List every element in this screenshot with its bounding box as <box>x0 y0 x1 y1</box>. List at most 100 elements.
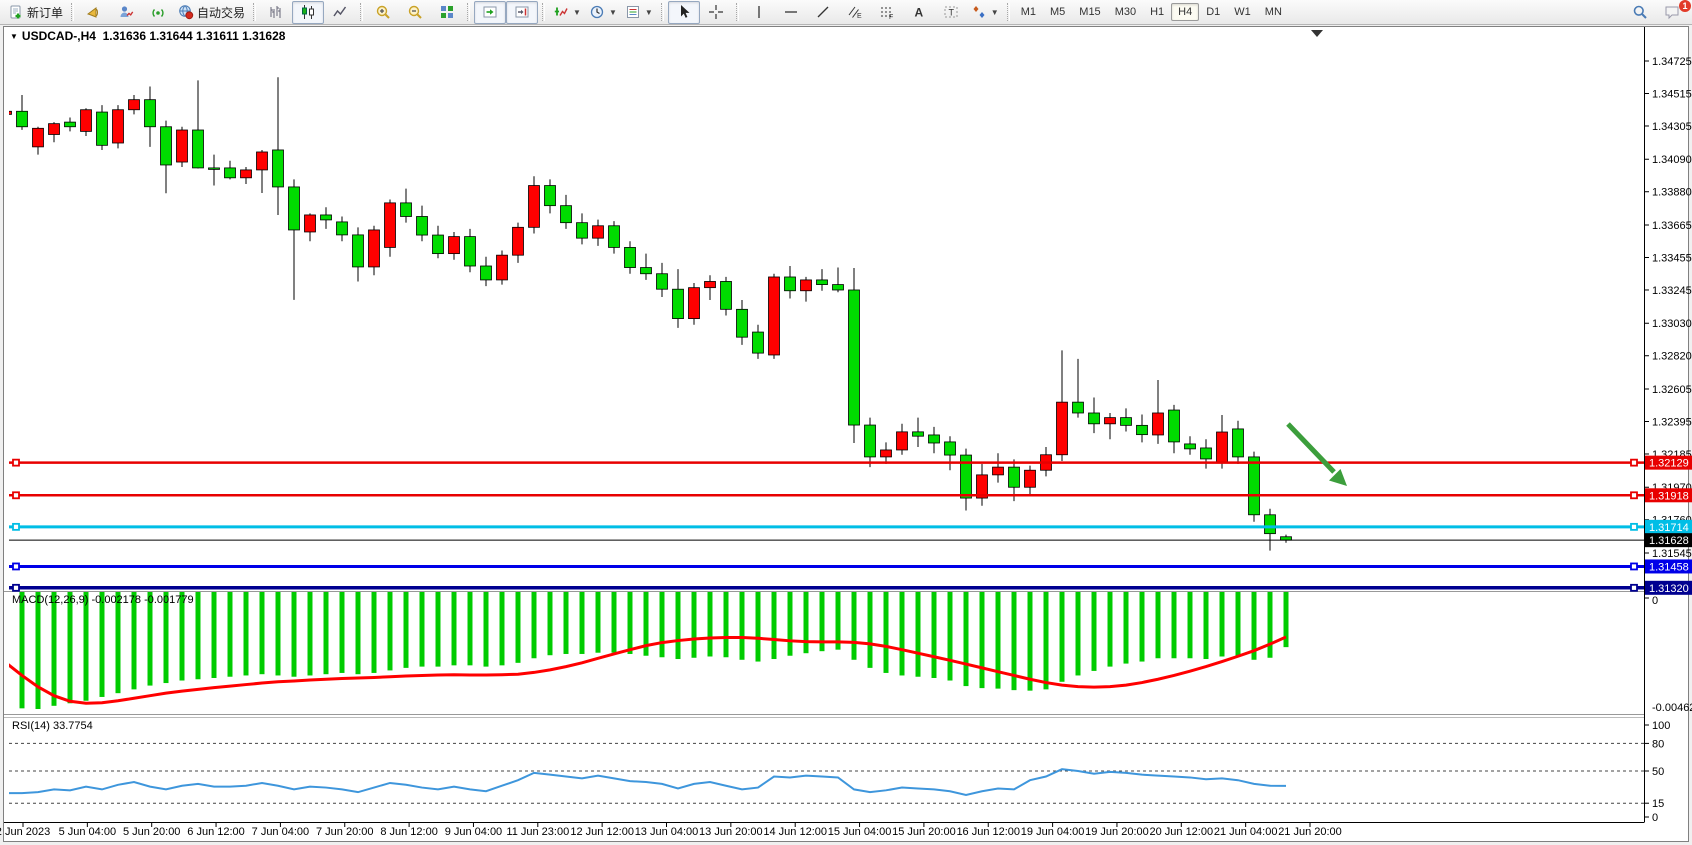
auto-trading-icon <box>179 5 194 20</box>
signals-button[interactable] <box>142 1 174 24</box>
profile-button[interactable] <box>110 1 142 24</box>
text-label-button[interactable]: T <box>935 1 967 24</box>
timeframe-m1-button[interactable]: M1 <box>1020 6 1036 18</box>
fibonacci-icon: F <box>880 7 893 20</box>
timeframe-mn-button[interactable]: MN <box>1264 6 1282 18</box>
search-button[interactable] <box>1624 1 1656 24</box>
chevron-down-icon[interactable]: ▼ <box>573 7 581 17</box>
toolbar-separator <box>71 3 75 21</box>
rsi-line <box>9 768 1287 796</box>
arrows-button[interactable]: ▼ <box>967 1 1003 24</box>
hline-handle[interactable] <box>12 583 20 592</box>
auto-trading-button[interactable]: 自动交易 <box>174 1 249 24</box>
zoom-out-icon <box>408 5 422 19</box>
auto-trading-button-label: 自动交易 <box>197 5 246 20</box>
equidistant-channel-icon: E <box>848 6 862 20</box>
svg-text:1.34305: 1.34305 <box>1652 121 1692 133</box>
time-label: 20 Jun 12:00 <box>1149 826 1213 838</box>
price-tag-1.31320: 1.31320 <box>1649 583 1689 595</box>
chevron-down-icon[interactable]: ▼ <box>990 7 999 17</box>
fibonacci-button[interactable]: F <box>871 1 903 24</box>
chevron-down-icon[interactable]: ▼ <box>608 7 617 17</box>
zoom-out-button[interactable] <box>399 1 431 24</box>
candlestick-chart-button[interactable] <box>292 0 325 24</box>
candlestick-series <box>9 77 1292 551</box>
time-axis[interactable]: 2 Jun 2023 5 Jun 04:00 5 Jun 20:00 6 Jun 12… <box>0 822 1342 839</box>
hline-handle[interactable] <box>1630 491 1638 500</box>
chart-shift-marker[interactable] <box>1311 30 1323 37</box>
hline-handle[interactable] <box>1630 458 1638 467</box>
tile-windows-button[interactable] <box>431 1 463 24</box>
macd-values: -0.002178 -0.001779 <box>91 594 194 606</box>
time-label: 8 Jun 12:00 <box>380 826 438 838</box>
time-label: 5 Jun 04:00 <box>59 826 117 838</box>
price-tag-1.31628: 1.31628 <box>1649 535 1689 547</box>
timeframe-w1-button[interactable]: W1 <box>1234 6 1251 18</box>
hline-handle[interactable] <box>1630 583 1638 592</box>
chat-button[interactable]: 1 <box>1656 0 1691 24</box>
periods-icon <box>590 5 604 19</box>
bar-chart-icon <box>270 6 281 18</box>
price-tag-1.31714: 1.31714 <box>1649 522 1689 534</box>
vertical-line-button[interactable] <box>743 1 775 24</box>
zoom-in-icon <box>376 5 390 19</box>
svg-text:F: F <box>889 14 893 20</box>
rsi-name: RSI(14) <box>12 720 50 732</box>
text-button[interactable]: A <box>903 1 935 24</box>
timeframe-d1-button[interactable]: D1 <box>1206 6 1221 18</box>
time-label: 7 Jun 04:00 <box>252 826 310 838</box>
time-label: 21 Jun 04:00 <box>1214 826 1278 838</box>
bar-chart-button[interactable] <box>260 1 292 24</box>
hline-handle[interactable] <box>12 491 20 500</box>
indicators-button[interactable]: ▼ <box>549 1 585 24</box>
cursor-button[interactable] <box>667 0 700 24</box>
megaphone-icon-button[interactable] <box>78 1 110 24</box>
text-label-icon: T <box>944 6 958 18</box>
time-label: 9 Jun 04:00 <box>445 826 503 838</box>
new-order-button[interactable]: 新订单 <box>4 1 67 24</box>
templates-icon <box>626 6 639 18</box>
equidistant-channel-button[interactable]: E <box>839 1 871 24</box>
line-chart-button[interactable] <box>324 1 356 24</box>
trendline-button[interactable] <box>807 1 839 24</box>
horizontal-line-button[interactable] <box>775 1 807 24</box>
line-chart-icon <box>333 6 347 17</box>
timeframe-h4-button[interactable]: H4 <box>1171 3 1200 21</box>
svg-text:1.34090: 1.34090 <box>1652 154 1692 166</box>
timeframe-m5-button[interactable]: M5 <box>1050 6 1066 18</box>
timeframe-h1-button[interactable]: H1 <box>1150 6 1165 18</box>
macd-name: MACD(12,26,9) <box>12 594 89 606</box>
chart-shift-button[interactable] <box>506 0 539 24</box>
arrows-icon <box>973 6 985 18</box>
chart-title: ▼ USDCAD-,H4 1.31636 1.31644 1.31611 1.31… <box>10 29 285 43</box>
time-label: 15 Jun 20:00 <box>892 826 956 838</box>
crosshair-icon <box>708 5 723 19</box>
crosshair-button[interactable] <box>700 1 732 24</box>
hline-handle[interactable] <box>1630 562 1638 571</box>
zoom-in-button[interactable] <box>367 1 399 24</box>
timeframe-m15-button[interactable]: M15 <box>1079 6 1101 18</box>
trend-arrow-annotation[interactable] <box>1286 422 1347 486</box>
auto-scroll-button[interactable] <box>474 0 507 24</box>
templates-button[interactable]: ▼ <box>621 1 657 24</box>
macd-histogram <box>19 592 1289 709</box>
hline-handle[interactable] <box>12 522 20 531</box>
hline-handle[interactable] <box>12 458 20 467</box>
candlestick-chart-icon <box>302 5 315 19</box>
hline-handle[interactable] <box>1630 522 1638 531</box>
chevron-down-icon[interactable]: ▼ <box>644 7 653 17</box>
hline-handle[interactable] <box>12 562 20 571</box>
timeframe-m30-button[interactable]: M30 <box>1114 6 1137 18</box>
periods-button[interactable]: ▼ <box>585 1 621 24</box>
trendline-icon <box>817 6 829 18</box>
time-label: 16 Jun 12:00 <box>956 826 1020 838</box>
quick-trade-toggle-icon[interactable]: ▼ <box>10 32 18 41</box>
time-label: 21 Jun 20:00 <box>1278 826 1342 838</box>
time-label: 5 Jun 20:00 <box>123 826 181 838</box>
rsi-value: 33.7754 <box>52 720 93 732</box>
svg-text:1.33880: 1.33880 <box>1652 187 1692 199</box>
tile-windows-icon <box>441 6 454 18</box>
price-tag-1.32129: 1.32129 <box>1649 458 1689 470</box>
